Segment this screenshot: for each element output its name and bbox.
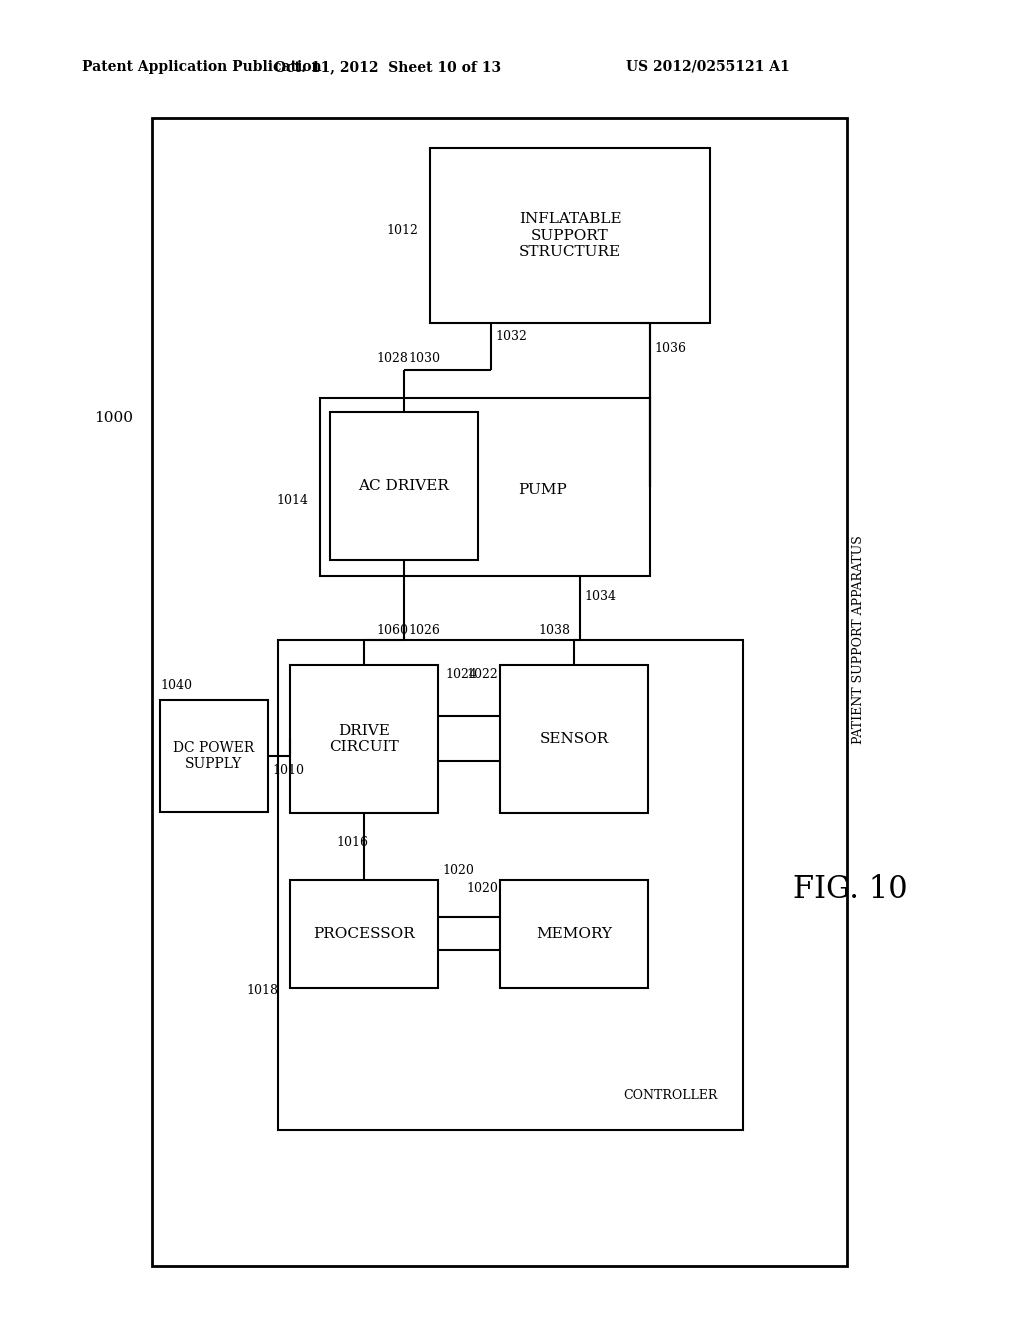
Text: SENSOR: SENSOR	[540, 733, 608, 746]
Text: 1036: 1036	[654, 342, 686, 355]
Text: 1020: 1020	[442, 863, 474, 876]
Text: 1026: 1026	[408, 623, 440, 636]
Text: PROCESSOR: PROCESSOR	[313, 927, 415, 941]
Text: 1000: 1000	[94, 411, 133, 425]
Bar	[290, 880, 438, 987]
Bar	[430, 148, 710, 323]
Bar	[500, 665, 648, 813]
Text: 1012: 1012	[386, 223, 418, 236]
Text: 1022: 1022	[466, 668, 498, 681]
Text: DRIVE
CIRCUIT: DRIVE CIRCUIT	[329, 723, 399, 754]
Text: INFLATABLE
SUPPORT
STRUCTURE: INFLATABLE SUPPORT STRUCTURE	[519, 213, 622, 259]
Text: PUMP: PUMP	[518, 483, 567, 498]
Bar	[500, 880, 648, 987]
Bar	[290, 665, 438, 813]
Text: Oct. 11, 2012  Sheet 10 of 13: Oct. 11, 2012 Sheet 10 of 13	[274, 59, 502, 74]
Text: 1038: 1038	[538, 623, 570, 636]
Text: 1018: 1018	[246, 983, 278, 997]
Bar	[278, 640, 743, 1130]
Text: 1020: 1020	[466, 882, 498, 895]
Bar	[160, 700, 268, 812]
Text: AC DRIVER: AC DRIVER	[358, 479, 450, 492]
Text: 1030: 1030	[408, 351, 440, 364]
Text: Patent Application Publication: Patent Application Publication	[82, 59, 322, 74]
Text: US 2012/0255121 A1: US 2012/0255121 A1	[626, 59, 790, 74]
Text: 1032: 1032	[495, 330, 527, 343]
Text: 1034: 1034	[584, 590, 616, 602]
Bar	[330, 412, 478, 560]
Text: 1016: 1016	[336, 837, 368, 850]
Text: DC POWER
SUPPLY: DC POWER SUPPLY	[173, 741, 255, 771]
Text: 1060: 1060	[376, 623, 408, 636]
Text: 1040: 1040	[160, 678, 193, 692]
Text: MEMORY: MEMORY	[536, 927, 612, 941]
Text: 1028: 1028	[376, 351, 408, 364]
Text: 1014: 1014	[276, 494, 308, 507]
Text: PATIENT SUPPORT APPARATUS: PATIENT SUPPORT APPARATUS	[852, 536, 864, 744]
Bar	[152, 117, 847, 1266]
Text: FIG. 10: FIG. 10	[793, 874, 907, 906]
Bar	[319, 399, 650, 576]
Text: 1010: 1010	[272, 763, 304, 776]
Text: CONTROLLER: CONTROLLER	[624, 1089, 718, 1102]
Text: 1024: 1024	[445, 668, 477, 681]
